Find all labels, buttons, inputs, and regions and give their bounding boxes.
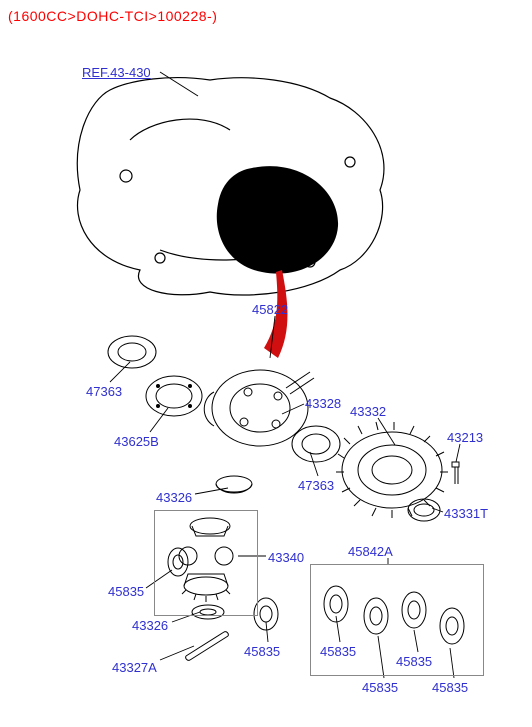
part-label-45822[interactable]: 45822 xyxy=(252,302,288,317)
part-label-45835e[interactable]: 45835 xyxy=(396,654,432,669)
part-label-43625B[interactable]: 43625B xyxy=(114,434,159,449)
part-label-43326a[interactable]: 43326 xyxy=(156,490,192,505)
part-label-43332[interactable]: 43332 xyxy=(350,404,386,419)
part-label-43340[interactable]: 43340 xyxy=(268,550,304,565)
part-label-45835d[interactable]: 45835 xyxy=(362,680,398,695)
part-label-43326b[interactable]: 43326 xyxy=(132,618,168,633)
part-label-45835f[interactable]: 45835 xyxy=(432,680,468,695)
part-label-43331T[interactable]: 43331T xyxy=(444,506,488,521)
part-label-45842A[interactable]: 45842A xyxy=(348,544,393,559)
part-label-47363b[interactable]: 47363 xyxy=(298,478,334,493)
part-label-43213[interactable]: 43213 xyxy=(447,430,483,445)
part-label-47363a[interactable]: 47363 xyxy=(86,384,122,399)
part-label-45835a[interactable]: 45835 xyxy=(108,584,144,599)
diff-silhouette xyxy=(217,166,338,274)
part-label-43327A[interactable]: 43327A xyxy=(112,660,157,675)
ref-link[interactable]: REF.43-430 xyxy=(82,65,151,80)
group-box-43340 xyxy=(154,510,258,616)
part-label-45835c[interactable]: 45835 xyxy=(320,644,356,659)
part-label-43328[interactable]: 43328 xyxy=(305,396,341,411)
header-text: (1600CC>DOHC-TCI>100228-) xyxy=(8,8,217,24)
header-spec: (1600CC>DOHC-TCI>100228-) xyxy=(8,8,217,24)
part-label-45835b[interactable]: 45835 xyxy=(244,644,280,659)
